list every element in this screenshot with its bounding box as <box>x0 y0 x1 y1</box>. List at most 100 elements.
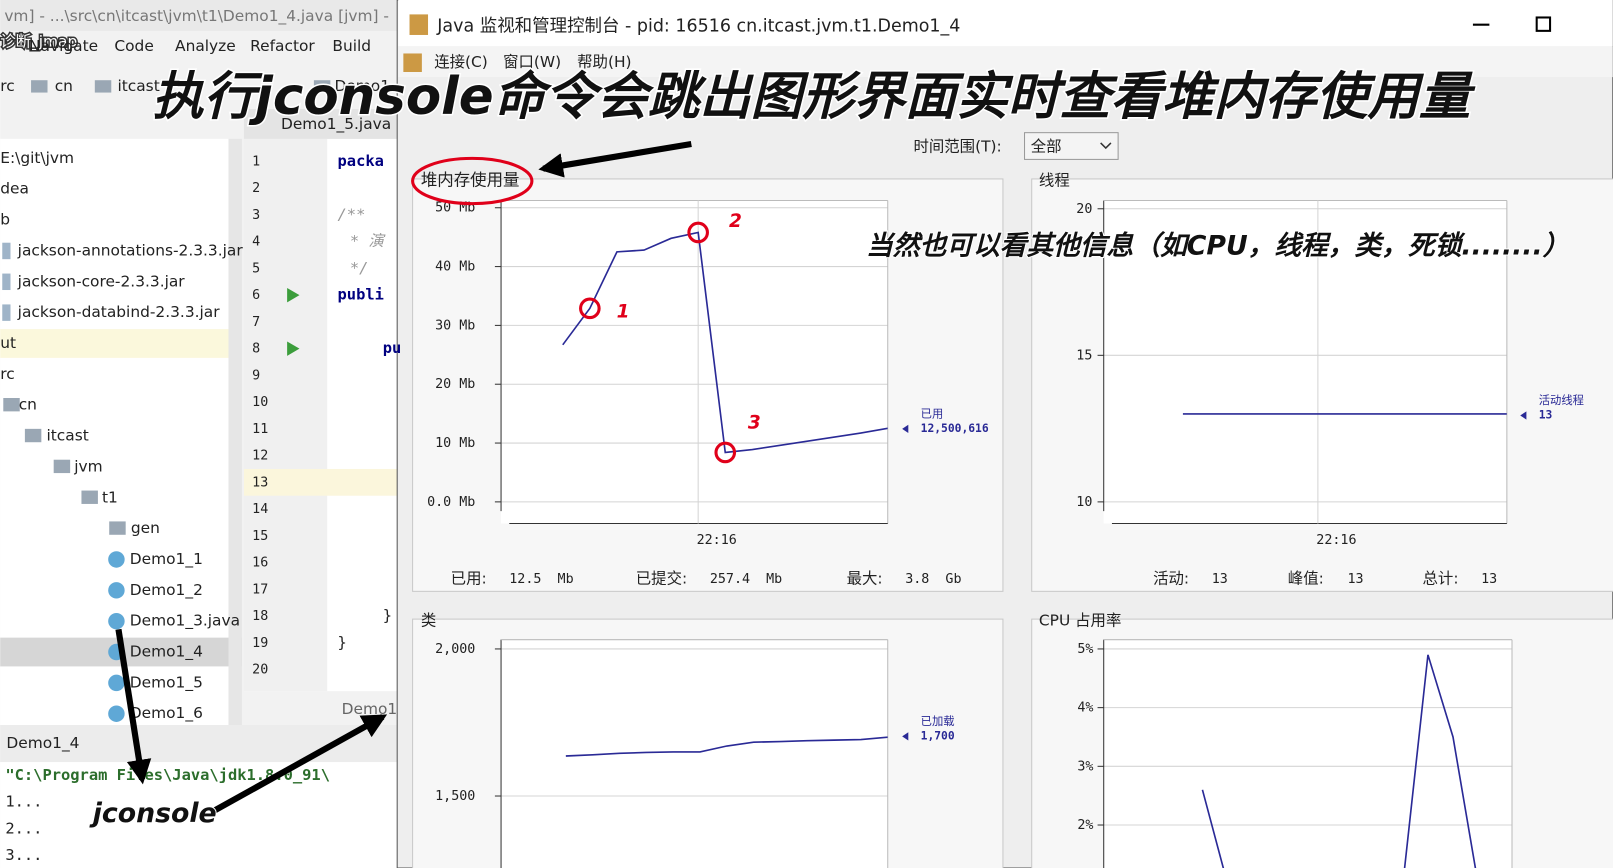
run-icon[interactable] <box>287 341 300 356</box>
breadcrumb: cn <box>55 77 73 95</box>
marker-circle <box>579 297 601 320</box>
tree-item[interactable]: Demo1_2 <box>130 581 203 600</box>
editor-tab[interactable]: Demo1_5.java <box>281 115 391 134</box>
stat-value: 257.4 Mb <box>710 572 782 587</box>
tree-item[interactable]: gen <box>131 519 160 537</box>
menu-item[interactable]: 连接(C) <box>434 53 488 71</box>
arrow <box>115 628 152 785</box>
tree-item[interactable]: ut <box>0 334 16 352</box>
y-tick-label: 10 <box>1076 495 1092 510</box>
y-tick-label: 20 <box>1076 202 1092 217</box>
line-number: 19 <box>252 636 268 651</box>
line-number: 7 <box>252 315 260 330</box>
folder-icon <box>24 428 42 443</box>
stat-label: 最大: <box>847 570 883 588</box>
breadcrumb: itcast <box>117 77 159 95</box>
jar-icon <box>2 242 11 260</box>
code-line: packa <box>338 152 384 170</box>
class-icon <box>108 705 125 722</box>
marker-circle <box>714 441 737 464</box>
line-number: 9 <box>252 368 260 383</box>
run-tab[interactable]: Demo1_4 <box>6 734 79 753</box>
tree-item[interactable]: Demo1_6 <box>130 704 203 723</box>
line-number: 13 <box>252 475 268 490</box>
subhead: 当然也可以看其他信息（如CPU，线程，类，死锁........） <box>866 230 1569 261</box>
run-icon[interactable] <box>287 287 300 303</box>
line-number: 18 <box>252 609 268 624</box>
stat-label: 活动: <box>1153 570 1189 588</box>
tree-item[interactable]: jackson-databind-2.3.3.jar <box>17 303 221 321</box>
folder-icon <box>313 80 331 93</box>
app-icon <box>403 53 422 72</box>
tree-item[interactable]: itcast <box>46 427 88 445</box>
x-tick-label: 22:16 <box>1316 533 1356 548</box>
tree-item[interactable]: Demo1_4 <box>130 643 203 662</box>
class-icon <box>108 674 125 692</box>
marker-label: 1 <box>617 301 630 322</box>
console-bg <box>0 762 398 868</box>
menu-item[interactable]: Refactor <box>250 37 315 55</box>
line-number: 12 <box>252 449 268 464</box>
legend-arrow <box>902 424 909 433</box>
console-line: 1... <box>5 793 42 811</box>
stat-value: 13 <box>1481 572 1497 587</box>
line-number: 17 <box>252 582 268 597</box>
menu-item[interactable]: 帮助(H) <box>577 53 631 71</box>
tree-item[interactable]: jackson-annotations-2.3.3.jar <box>17 241 244 259</box>
folder-icon <box>53 459 71 474</box>
time-range-select[interactable] <box>1024 132 1119 160</box>
maximize-button[interactable] <box>1535 16 1552 32</box>
stat-value: 12.5 Mb <box>509 572 573 587</box>
y-tick-label: 40 Mb <box>435 260 475 275</box>
line-number: 2 <box>252 181 260 196</box>
tree-item[interactable]: b <box>0 211 10 229</box>
menu-item[interactable]: Build <box>332 37 371 55</box>
menu-item[interactable]: Analyze <box>175 37 236 55</box>
legend-value: 12,500,616 <box>921 422 989 435</box>
folder-icon <box>94 80 112 93</box>
editor-footer: Demo1 <box>342 700 398 718</box>
jar-icon <box>2 304 11 321</box>
tree-item[interactable]: Demo1_1 <box>130 550 203 569</box>
plot-area <box>1103 200 1507 524</box>
chart-title: 线程 <box>1039 172 1070 190</box>
console-line: 2... <box>5 819 42 837</box>
menu-item[interactable]: 窗口(W) <box>503 53 561 71</box>
data-line <box>562 231 888 454</box>
marker-circle <box>687 221 709 244</box>
tree-item[interactable]: dea <box>0 180 29 198</box>
tree-item[interactable]: jackson-core-2.3.3.jar <box>17 272 186 290</box>
marker-label: 3 <box>748 413 761 434</box>
headline: 执行jconsole命令会跳出图形界面实时查看堆内存使用量 <box>152 67 1476 127</box>
breadcrumb: rc <box>0 77 14 95</box>
tree-item[interactable]: E:\git\jvm <box>0 149 74 167</box>
code-line: */ <box>350 259 369 277</box>
y-tick-label: 20 Mb <box>435 377 475 392</box>
stat-label: 已用: <box>451 570 487 588</box>
editor-gutter <box>243 138 328 692</box>
time-range-value[interactable]: 全部 <box>1031 138 1062 156</box>
line-number: 10 <box>252 395 268 410</box>
tree-item[interactable]: rc <box>0 365 14 383</box>
tree-item[interactable]: t1 <box>102 488 118 506</box>
line-number: 16 <box>252 556 268 571</box>
folder-icon <box>109 521 126 535</box>
video-title: 诊断_jmap <box>0 33 77 52</box>
ide-title: vm] - ...\src\cn\itcast\jvm\t1\Demo1_4.j… <box>4 7 389 26</box>
tree-item[interactable]: cn <box>19 396 37 414</box>
line-number: 20 <box>252 663 268 678</box>
stat-value: 13 <box>1347 572 1363 587</box>
tree-item[interactable]: jvm <box>73 457 102 475</box>
tree-item[interactable]: Demo1_3.java <box>130 612 240 631</box>
menu-item[interactable]: Navigate <box>29 37 98 55</box>
line-number: 5 <box>252 261 260 276</box>
line-number: 15 <box>252 529 268 544</box>
y-tick-label: 3% <box>1077 759 1093 774</box>
tree-item[interactable]: Demo1_5 <box>130 673 203 692</box>
legend-value: 13 <box>1539 408 1553 421</box>
code-line: /** <box>338 205 366 223</box>
stat-label: 峰值: <box>1288 570 1324 588</box>
menu-item[interactable]: Code <box>114 37 153 55</box>
